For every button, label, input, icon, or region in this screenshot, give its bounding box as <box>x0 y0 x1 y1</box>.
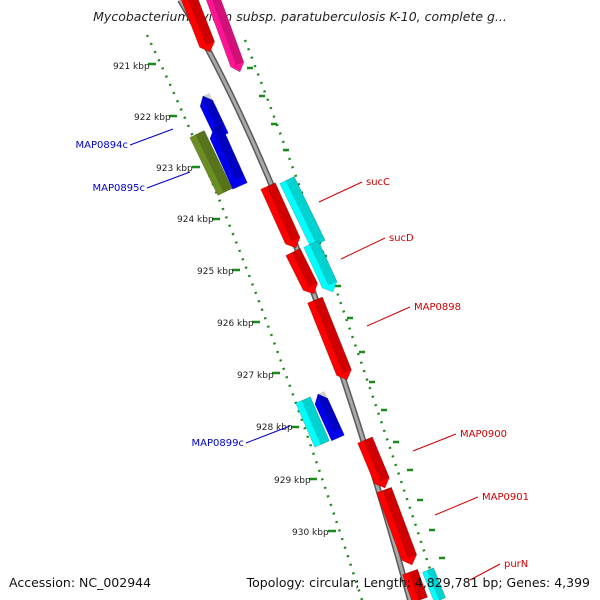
kbp-tick-label: 924 kbp <box>177 215 214 225</box>
gene-red-1[interactable] <box>260 182 301 249</box>
gene-MAP0895c[interactable] <box>189 130 233 196</box>
svg-text:MAP0898: MAP0898 <box>414 302 461 313</box>
gene-sucD[interactable] <box>303 240 338 293</box>
gene-label-sucC[interactable]: sucC <box>318 177 390 203</box>
kbp-tick-label: 926 kbp <box>217 319 254 329</box>
backbone-line <box>178 0 412 600</box>
gene-features[interactable] <box>179 0 446 600</box>
topology-text: Topology: circular; Length: 4,829,781 bp… <box>246 575 590 590</box>
gene-purN[interactable] <box>402 568 428 600</box>
kbp-tick-label: 927 kbp <box>237 371 274 381</box>
gene-MAP0895c-pair[interactable] <box>209 124 248 190</box>
kbp-ticks: 921 kbp 922 kbp 923 kbp 924 kbp 925 kbp 926 k… <box>113 62 445 560</box>
gene-label-MAP0900[interactable]: MAP0900 <box>412 429 507 452</box>
gene-label-MAP0895c[interactable]: MAP0895c <box>93 171 191 194</box>
gene-MAP0900[interactable] <box>357 436 390 489</box>
backbone-shadow <box>177 0 413 600</box>
kbp-tick-label: 928 kbp <box>256 423 293 433</box>
svg-text:MAP0899c: MAP0899c <box>192 438 244 449</box>
gene-red-2[interactable] <box>285 248 318 295</box>
gene-MAP0899c[interactable] <box>295 396 330 448</box>
kbp-tick-label: 930 kbp <box>292 528 329 538</box>
svg-text:MAP0901: MAP0901 <box>482 492 529 503</box>
gene-label-purN[interactable]: purN <box>469 559 528 581</box>
top-red-gene[interactable] <box>179 0 215 53</box>
gene-label-MAP0894c[interactable]: MAP0894c <box>76 128 174 151</box>
gene-MAP0901[interactable] <box>376 486 418 566</box>
gene-label-MAP0898[interactable]: MAP0898 <box>366 302 461 327</box>
kbp-tick-label: 923 kbp <box>156 164 193 174</box>
outer-dotted-guide <box>243 39 442 600</box>
accession-text: Accession: NC_002944 <box>9 575 152 590</box>
gene-label-MAP0901[interactable]: MAP0901 <box>434 492 529 516</box>
svg-text:sucD: sucD <box>389 233 414 244</box>
kbp-tick-label: 929 kbp <box>274 476 311 486</box>
gene-label-sucD[interactable]: sucD <box>340 233 414 260</box>
top-magenta-gene[interactable] <box>203 0 245 73</box>
gene-MAP0898[interactable] <box>307 296 352 381</box>
kbp-tick-label: 925 kbp <box>197 267 234 277</box>
kbp-tick-label: 921 kbp <box>113 62 150 72</box>
svg-text:sucC: sucC <box>366 177 390 188</box>
svg-text:MAP0894c: MAP0894c <box>76 140 128 151</box>
gene-MAP0899c-pair[interactable] <box>314 391 345 442</box>
svg-text:MAP0900: MAP0900 <box>460 429 507 440</box>
svg-text:MAP0895c: MAP0895c <box>93 183 145 194</box>
gene-labels[interactable]: sucC sucD MAP0898 MAP0900 MAP0901 purN MAP0894… <box>76 128 529 581</box>
svg-text:purN: purN <box>504 559 528 570</box>
gene-sucC[interactable] <box>279 176 326 248</box>
gene-label-MAP0899c[interactable]: MAP0899c <box>192 425 291 449</box>
kbp-tick-label: 922 kbp <box>134 113 171 123</box>
inner-dotted-guide <box>145 34 364 600</box>
backbone <box>177 0 413 600</box>
dotted-guides <box>145 34 442 600</box>
gene-purN-neighbor[interactable] <box>422 567 446 600</box>
